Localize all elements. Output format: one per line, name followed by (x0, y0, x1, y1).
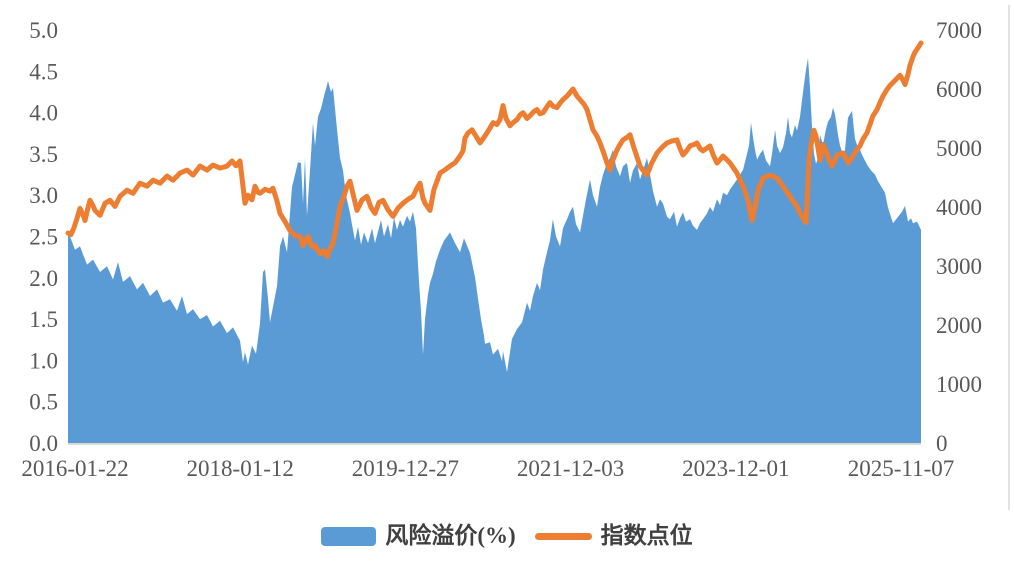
risk-premium-area (68, 58, 921, 443)
y-axis-right-tick: 3000 (936, 254, 982, 279)
y-axis-left-tick: 0.0 (29, 431, 58, 456)
y-axis-right-tick: 4000 (936, 195, 982, 220)
y-axis-left-tick: 3.5 (29, 142, 58, 167)
x-axis-tick: 2021-12-03 (517, 456, 624, 481)
y-axis-left-tick: 4.5 (29, 59, 58, 84)
y-axis-right-tick: 1000 (936, 372, 982, 397)
y-axis-left-tick: 2.5 (29, 225, 58, 250)
legend-swatch-index (534, 532, 592, 540)
y-axis-left-tick: 0.5 (29, 390, 58, 415)
x-axis-tick: 2018-01-12 (187, 456, 294, 481)
x-axis-tick: 2025-11-07 (848, 456, 954, 481)
y-axis-right-tick: 2000 (936, 313, 982, 338)
y-axis-left-tick: 1.0 (29, 348, 58, 373)
y-axis-left-tick: 1.5 (29, 307, 58, 332)
legend-label-risk-premium: 风险溢价(%) (385, 523, 516, 548)
legend-swatch-risk-premium (321, 526, 377, 546)
y-axis-left-tick: 2.0 (29, 266, 58, 291)
y-axis-left-tick: 5.0 (29, 18, 58, 43)
y-axis-right-tick: 5000 (936, 136, 982, 161)
y-axis-right-tick: 0 (936, 431, 948, 456)
x-axis-tick: 2023-12-01 (682, 456, 789, 481)
y-axis-right-tick: 7000 (936, 18, 982, 43)
index-line (65, 40, 924, 260)
legend-label-index: 指数点位 (600, 523, 693, 548)
y-axis-left-tick: 4.0 (29, 101, 58, 126)
legend: 风险溢价(%) 指数点位 (0, 518, 1014, 554)
x-axis-tick: 2019-12-27 (352, 456, 459, 481)
y-axis-right-tick: 6000 (936, 77, 982, 102)
x-axis-tick: 2016-01-22 (21, 456, 128, 481)
y-axis-left-tick: 3.0 (29, 183, 58, 208)
